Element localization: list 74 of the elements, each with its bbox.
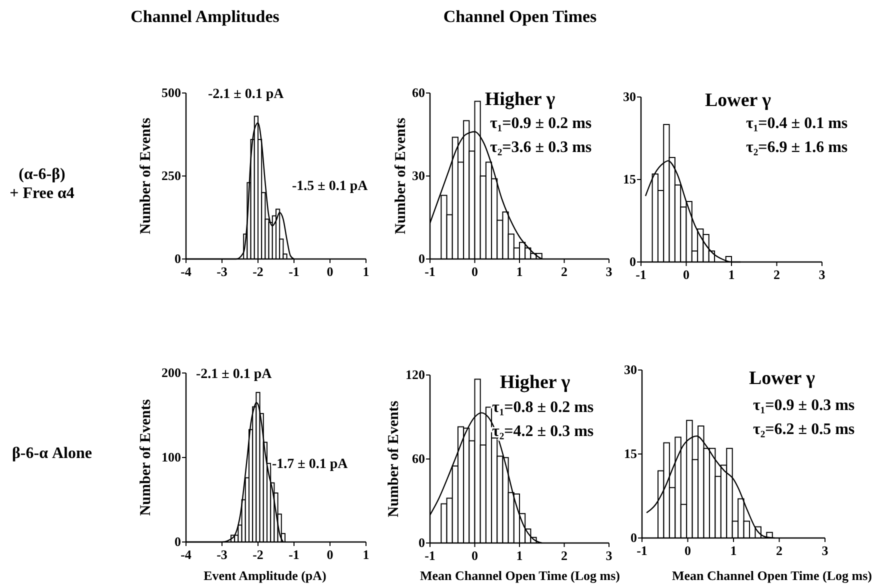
annotation: τ₁=0.8 ± 0.2 ms <box>492 399 594 416</box>
y-tick-label: 200 <box>162 365 181 380</box>
x-tick-label: 3 <box>606 548 613 563</box>
x-tick-label: -2 <box>252 547 264 562</box>
x-axis-title: Mean Channel Open Time (Log ms) <box>672 568 872 583</box>
x-tick-label: -4 <box>180 547 192 562</box>
x-tick-label: -1 <box>636 267 646 282</box>
x-tick-label: 1 <box>730 543 737 558</box>
x-tick-label: 0 <box>683 267 690 282</box>
x-tick-label: -3 <box>216 264 228 279</box>
y-tick-label: 60 <box>412 85 425 100</box>
x-tick-label: -4 <box>180 264 192 279</box>
x-tick-label: 1 <box>362 547 370 562</box>
annotation: τ₁=0.4 ± 0.1 ms <box>746 115 848 132</box>
annotation: τ₁=0.9 ± 0.2 ms <box>490 115 592 132</box>
x-tick-label: 0 <box>472 264 478 279</box>
x-axis-title: Event Amplitude (pA) <box>204 568 326 583</box>
annotation: τ₂=3.6 ± 0.3 ms <box>490 139 592 156</box>
y-tick-label: 0 <box>418 251 425 266</box>
y-axis-title: Number of Events <box>138 399 154 516</box>
x-tick-label: -1 <box>424 264 436 279</box>
chart-title: Higher γ <box>500 372 570 393</box>
y-axis-title: Number of Events <box>393 118 409 234</box>
x-tick-label: -2 <box>252 264 264 279</box>
x-tick-label: 1 <box>728 267 735 282</box>
y-axis-title: Number of Events <box>138 118 154 234</box>
annotation: τ₂=6.2 ± 0.5 ms <box>753 421 855 438</box>
annotation: -1.5 ± 0.1 pA <box>292 179 369 194</box>
chart-subtitle: Channel Open Times <box>443 7 598 26</box>
x-tick-label: 3 <box>818 267 826 282</box>
y-axis-title: Number of Events <box>386 400 402 518</box>
y-tick-label: 15 <box>623 172 636 186</box>
y-tick-label: 120 <box>406 367 425 382</box>
x-tick-label: 2 <box>774 267 780 282</box>
y-tick-label: 30 <box>624 362 637 377</box>
y-tick-label: 500 <box>162 85 181 100</box>
y-tick-label: 30 <box>623 89 636 104</box>
x-tick-label: 3 <box>606 264 613 279</box>
x-tick-label: 0 <box>326 547 334 562</box>
y-tick-label: 15 <box>624 446 638 461</box>
annotation: -2.1 ± 0.1 pA <box>196 367 273 382</box>
chart-title: Higher γ <box>484 89 556 110</box>
x-tick-label: -1 <box>288 547 300 562</box>
y-tick-label: 100 <box>162 450 181 464</box>
y-tick-label: 0 <box>174 251 181 266</box>
y-tick-label: 0 <box>630 530 637 545</box>
x-axis-title: Mean Channel Open Time (Log ms) <box>420 568 620 583</box>
x-tick-label: 2 <box>561 264 568 279</box>
annotation: τ₁=0.9 ± 0.3 ms <box>753 397 855 414</box>
annotation: -1.7 ± 0.1 pA <box>272 457 349 472</box>
x-tick-label: 0 <box>684 543 691 558</box>
y-tick-label: 0 <box>630 254 636 269</box>
chart-subtitle: Channel Amplitudes <box>130 7 280 26</box>
x-tick-label: 1 <box>516 548 523 563</box>
text: β-6-α Alone <box>12 445 92 462</box>
x-tick-label: 1 <box>516 264 523 279</box>
x-tick-label: 3 <box>822 543 829 558</box>
y-tick-label: 30 <box>412 168 425 183</box>
y-tick-label: 60 <box>412 451 425 466</box>
x-tick-label: 1 <box>362 264 370 279</box>
x-tick-label: -1 <box>424 548 436 563</box>
text: (α-6-β) + Free α4 <box>10 166 74 202</box>
x-tick-label: 2 <box>776 543 782 558</box>
chart-title: Lower γ <box>704 90 772 111</box>
x-tick-label: 2 <box>561 548 568 563</box>
x-tick-label: -3 <box>216 547 228 562</box>
chart-title: Lower γ <box>748 368 816 389</box>
annotation: τ₂=6.9 ± 1.6 ms <box>746 139 848 156</box>
x-tick-label: 0 <box>472 548 478 563</box>
x-tick-label: -1 <box>288 264 300 279</box>
x-tick-label: 0 <box>326 264 334 279</box>
annotation: -2.1 ± 0.1 pA <box>208 87 285 102</box>
x-tick-label: -1 <box>636 543 648 558</box>
y-tick-label: 250 <box>162 168 181 183</box>
